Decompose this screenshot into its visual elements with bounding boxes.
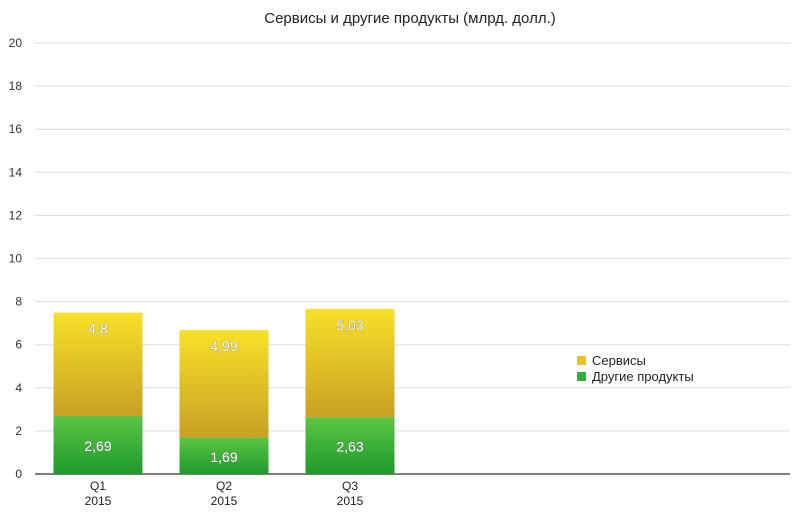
legend: Сервисы Другие продукты (577, 352, 694, 384)
bar-segment-services (53, 312, 143, 417)
y-tick-label: 16 (9, 122, 23, 136)
legend-item-services: Сервисы (577, 352, 694, 368)
y-tick-label: 10 (9, 252, 23, 266)
legend-item-other-products: Другие продукты (577, 368, 694, 384)
chart-title: Сервисы и другие продукты (млрд. долл.) (264, 10, 556, 27)
y-tick-label: 0 (15, 467, 22, 481)
y-tick-label: 2 (15, 424, 22, 438)
y-tick-label: 6 (15, 338, 22, 352)
x-tick-label: 2015 (211, 494, 238, 508)
y-tick-label: 12 (9, 208, 23, 222)
legend-label-services: Сервисы (592, 352, 646, 368)
data-label: 2,69 (84, 438, 111, 454)
x-tick-label: Q2 (216, 479, 232, 493)
legend-label-other-products: Другие продукты (592, 368, 694, 384)
bar-segment-other-products (305, 417, 395, 474)
legend-swatch-services (577, 355, 586, 365)
y-tick-label: 18 (9, 79, 23, 93)
x-tick-label: 2015 (337, 494, 364, 508)
bar-segment-other-products (53, 416, 143, 474)
y-tick-label: 20 (9, 36, 23, 50)
y-tick-label: 4 (15, 381, 22, 395)
bar-segment-services (179, 330, 269, 438)
x-tick-label: Q3 (342, 479, 358, 493)
y-tick-label: 14 (9, 165, 23, 179)
bar-segment-services (305, 308, 395, 418)
x-tick-label: Q1 (90, 479, 106, 493)
legend-swatch-other-products (577, 371, 586, 381)
data-label: 4,99 (210, 338, 237, 354)
data-label: 4,8 (88, 321, 108, 337)
x-tick-label: 2015 (85, 494, 112, 508)
data-label: 5,03 (336, 317, 363, 333)
y-tick-label: 8 (15, 295, 22, 309)
data-label: 1,69 (210, 449, 237, 465)
data-label: 2,63 (336, 439, 363, 455)
bar-segment-other-products (179, 437, 269, 474)
